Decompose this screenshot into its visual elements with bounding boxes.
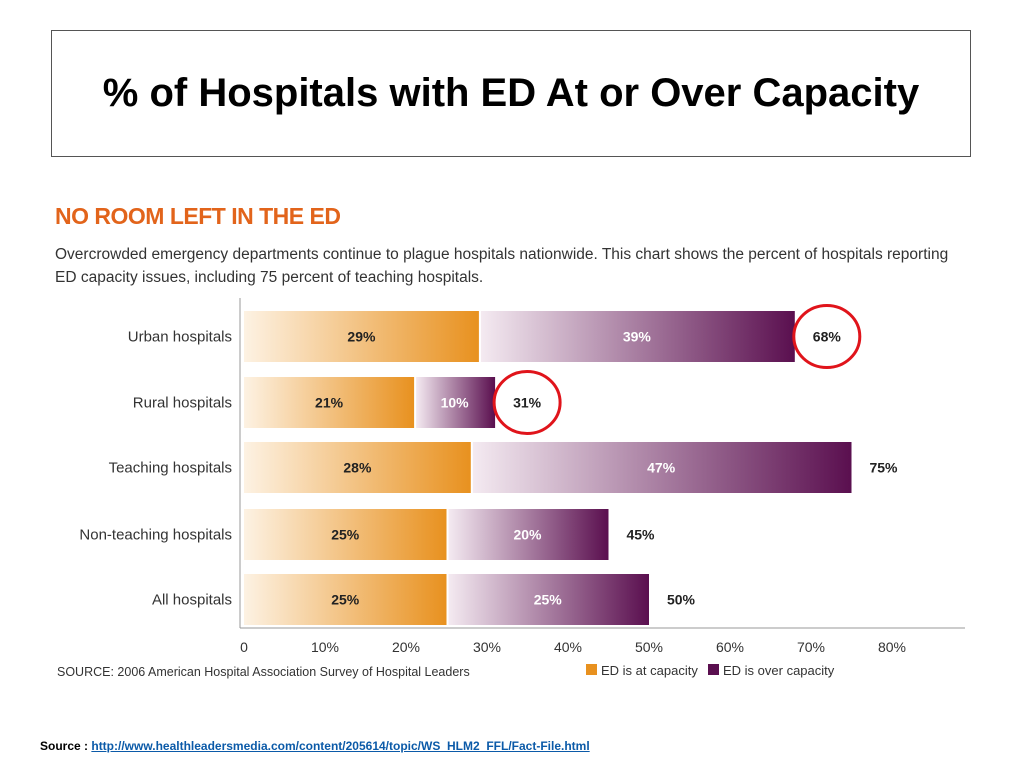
bar-label-over-capacity: 47% [647, 460, 676, 476]
bar-total-label: 50% [667, 592, 696, 608]
bar-label-at-capacity: 28% [343, 460, 372, 476]
bar-over-capacity [472, 442, 852, 493]
bar-total-label: 45% [626, 527, 655, 543]
legend-label-at-capacity: ED is at capacity [601, 663, 698, 678]
x-tick-label: 0 [240, 639, 248, 655]
source-footer: Source : http://www.healthleadersmedia.c… [40, 739, 590, 753]
x-tick-label: 80% [878, 639, 906, 655]
x-tick-label: 60% [716, 639, 744, 655]
x-tick-label: 50% [635, 639, 663, 655]
x-tick-label: 10% [311, 639, 339, 655]
category-label: Rural hospitals [133, 395, 232, 412]
bar-at-capacity [244, 509, 447, 560]
bar-total-label: 68% [813, 329, 842, 345]
bar-at-capacity [244, 311, 479, 362]
bar-over-capacity [448, 509, 609, 560]
bar-total-label: 75% [869, 460, 898, 476]
bar-label-at-capacity: 25% [331, 592, 360, 608]
highlight-circle [492, 370, 562, 435]
x-tick-label: 20% [392, 639, 420, 655]
bar-over-capacity [480, 311, 795, 362]
legend-swatch-over-capacity [708, 664, 719, 675]
highlight-circle [792, 304, 862, 369]
bar-total-label: 31% [513, 395, 542, 411]
bar-at-capacity [244, 442, 471, 493]
bar-at-capacity [244, 377, 415, 428]
slide-title: % of Hospitals with ED At or Over Capaci… [102, 71, 920, 115]
bar-label-over-capacity: 39% [623, 329, 652, 345]
x-tick-label: 70% [797, 639, 825, 655]
legend-swatch-at-capacity [586, 664, 597, 675]
bar-label-over-capacity: 10% [441, 395, 470, 411]
category-label: Non-teaching hospitals [79, 527, 232, 544]
bar-label-over-capacity: 25% [534, 592, 563, 608]
chart-title: NO ROOM LEFT IN THE ED [55, 203, 341, 229]
bar-label-at-capacity: 21% [315, 395, 344, 411]
bar-at-capacity [244, 574, 447, 625]
bar-over-capacity [448, 574, 649, 625]
category-label: Teaching hospitals [109, 460, 232, 477]
category-label: Urban hospitals [128, 329, 232, 346]
source-label: Source : [40, 739, 89, 753]
bar-label-at-capacity: 29% [347, 329, 376, 345]
legend-label-over-capacity: ED is over capacity [723, 663, 835, 678]
slide-title-box: % of Hospitals with ED At or Over Capaci… [51, 30, 971, 157]
category-label: All hospitals [152, 592, 232, 609]
x-tick-label: 30% [473, 639, 501, 655]
bar-chart: Urban hospitals 29% 39% 68% Rural hospitals 2… [57, 298, 965, 679]
chart-source-note: SOURCE: 2006 American Hospital Associati… [57, 665, 470, 679]
source-link[interactable]: http://www.healthleadersmedia.com/conten… [91, 739, 590, 753]
chart-subtitle: Overcrowded emergency departments contin… [55, 246, 949, 286]
bar-label-over-capacity: 20% [513, 527, 542, 543]
bar-label-at-capacity: 25% [331, 527, 360, 543]
bar-over-capacity [416, 377, 496, 428]
x-tick-label: 40% [554, 639, 582, 655]
